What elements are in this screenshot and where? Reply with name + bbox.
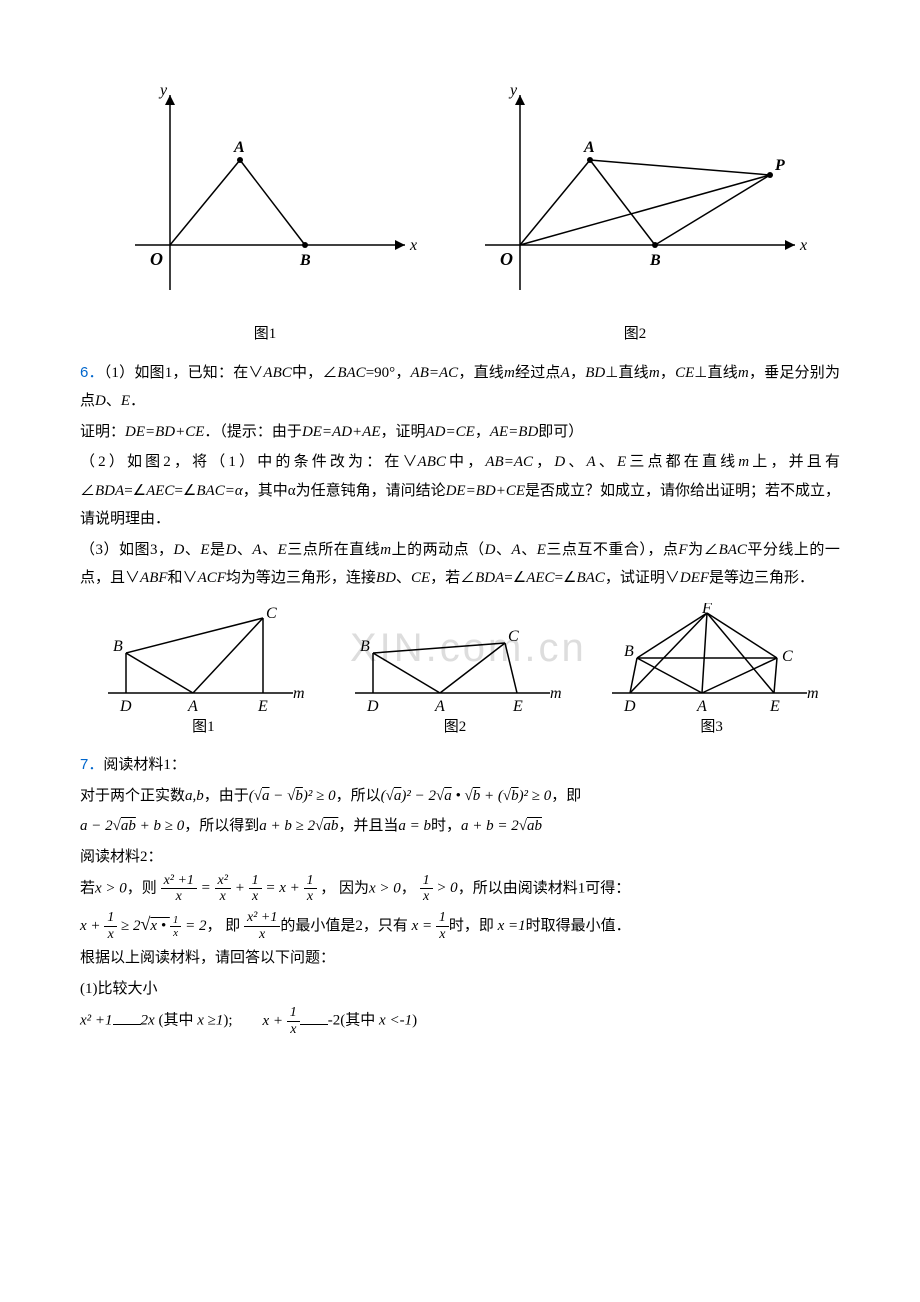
svg-text:A: A — [434, 698, 445, 713]
svg-text:m: m — [550, 685, 562, 702]
top-figure-labels: 图1 图2 — [80, 320, 840, 349]
svg-text:E: E — [769, 698, 780, 713]
svg-text:D: D — [366, 698, 379, 713]
problem6-part2: （2）如图2，将（1）中的条件改为：在∨ABC中，AB=AC，D、A、E三点都在… — [80, 448, 840, 534]
problem6-part3: （3）如图3，D、E是D、A、E三点所在直线m上的两动点（D、A、E三点互不重合… — [80, 536, 840, 593]
svg-text:A: A — [696, 698, 707, 713]
problem7-number: 7． — [80, 756, 103, 773]
svg-text:C: C — [508, 628, 519, 645]
problem6-proof: 证明：DE=BD+CE．（提示：由于DE=AD+AE，证明AD=CE，AE=BD… — [80, 418, 840, 447]
blank-2 — [300, 1009, 328, 1025]
svg-text:y: y — [158, 82, 168, 99]
problem7-q1: (1)比较大小 — [80, 975, 840, 1004]
svg-text:m: m — [807, 685, 819, 702]
problem7-title: 7．阅读材料1： — [80, 751, 840, 780]
top-figures: x y O A B x y O A B P — [80, 80, 840, 310]
fig1-label: 图1 — [110, 320, 420, 349]
p6-fig2-svg: B C D A E m — [345, 603, 565, 713]
problem6-number: 6． — [80, 364, 104, 381]
figure-2-svg: x y O A B P — [460, 80, 810, 310]
svg-text:E: E — [512, 698, 523, 713]
fig-block-3: B C F D A E m 图3 — [602, 603, 822, 742]
svg-text:O: O — [500, 249, 513, 269]
svg-text:E: E — [257, 698, 268, 713]
svg-text:P: P — [774, 157, 785, 174]
p6-fig2-label: 图2 — [444, 713, 467, 742]
svg-text:C: C — [266, 605, 277, 622]
svg-text:O: O — [150, 249, 163, 269]
problem7-line4: x + 1x ≥ 2√x • 1x = 2， 即 x² +1x的最小值是2，只有… — [80, 907, 840, 942]
problem7-line2: a − 2√ab + b ≥ 0，所以得到a + b ≥ 2√ab，并且当a =… — [80, 812, 840, 841]
problem7-line3: 若x > 0，则 x² +1x = x²x + 1x = x + 1x ， 因为… — [80, 873, 840, 905]
svg-text:A: A — [233, 139, 245, 156]
blank-1 — [113, 1009, 141, 1025]
problem7-line1: 对于两个正实数a,b，由于(√a − √b)² ≥ 0，所以(√a)² − 2√… — [80, 782, 840, 811]
p6-fig3-svg: B C F D A E m — [602, 603, 822, 713]
fig-block-2: B C D A E m 图2 — [345, 603, 565, 742]
svg-text:B: B — [624, 643, 634, 660]
problem6-part1: 6．（1）如图1，已知：在∨ABC中，∠BAC=90°，AB=AC，直线m经过点… — [80, 359, 840, 416]
svg-text:B: B — [649, 252, 661, 269]
svg-text:F: F — [701, 603, 712, 617]
fig2-label: 图2 — [460, 320, 810, 349]
svg-text:D: D — [623, 698, 636, 713]
p6-fig1-label: 图1 — [192, 713, 215, 742]
problem7-line5: 根据以上阅读材料，请回答以下问题： — [80, 944, 840, 973]
svg-text:A: A — [583, 139, 595, 156]
svg-text:x: x — [799, 237, 807, 254]
svg-text:D: D — [119, 698, 132, 713]
problem7-compare: x² +12x (其中 x ≥1); x + 1x-2(其中 x <-1) — [80, 1005, 840, 1037]
figure-1-svg: x y O A B — [110, 80, 420, 310]
p6-fig3-label: 图3 — [700, 713, 723, 742]
svg-text:A: A — [187, 698, 198, 713]
problem6-figures: B C D A E m 图1 B C D A E m 图2 — [80, 603, 840, 742]
svg-text:B: B — [360, 638, 370, 655]
fig-block-1: B C D A E m 图1 — [98, 603, 308, 742]
svg-text:C: C — [782, 648, 793, 665]
p6-fig1-svg: B C D A E m — [98, 603, 308, 713]
problem7-title2: 阅读材料2： — [80, 843, 840, 872]
svg-text:y: y — [508, 82, 518, 99]
svg-text:x: x — [409, 237, 417, 254]
svg-text:B: B — [113, 638, 123, 655]
svg-text:m: m — [293, 685, 305, 702]
svg-text:B: B — [299, 252, 311, 269]
